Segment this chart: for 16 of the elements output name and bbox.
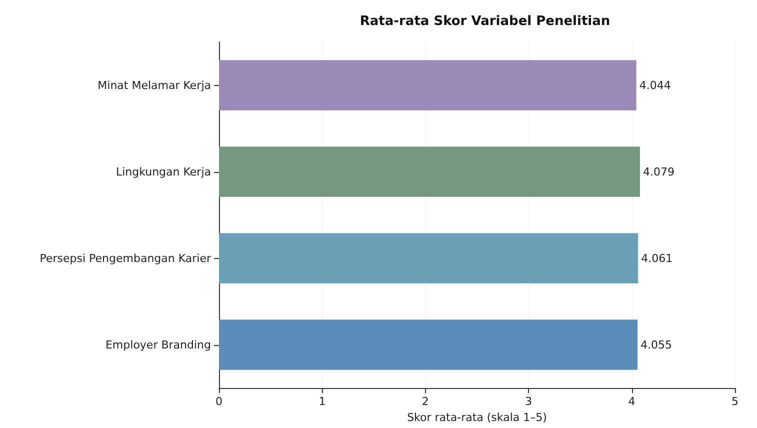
data-label: 4.079 [642, 165, 674, 178]
x-tick-label: 5 [732, 395, 738, 408]
data-label: 4.061 [641, 252, 673, 265]
data-label: 4.055 [640, 338, 672, 352]
x-tick-label: 2 [422, 395, 429, 408]
x-tick-label: 0 [216, 395, 222, 408]
x-tick-label: 3 [525, 395, 532, 408]
x-tick-label: 4 [628, 395, 636, 408]
data-label: 4.044 [639, 78, 671, 92]
chart-title: Rata-rata Skor Variabel Penelitian [360, 14, 610, 29]
y-tick-label: Employer Branding [105, 338, 211, 352]
x-tick-label: 1 [318, 395, 326, 408]
y-tick-label: Minat Melamar Kerja [98, 78, 211, 92]
y-tick-label: Lingkungan Kerja [116, 165, 211, 178]
x-axis-title: Skor rata-rata (skala 1–5) [407, 410, 547, 424]
y-tick-label: Persepsi Pengembangan Karier [40, 252, 212, 265]
